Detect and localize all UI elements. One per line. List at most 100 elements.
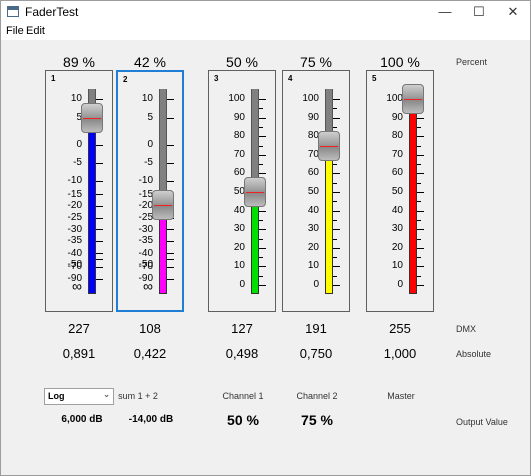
percent-row-label: Percent: [456, 57, 488, 67]
fader-5-percent: 100 %: [380, 54, 420, 70]
fader-tick: [417, 173, 424, 175]
fader-number: 4: [288, 74, 293, 83]
fader-scale-label: 30: [307, 223, 319, 235]
fader-scale-label: 90: [233, 111, 245, 123]
fader-1[interactable]: 1 10 5 0 -5 -10 -15 -20 -25 -30 -35 -40 -50 -70 -90 ∞: [45, 70, 113, 312]
fader-scale-label: -50: [138, 259, 153, 270]
fader-1-percent: 89 %: [63, 54, 95, 70]
fader-minor-tick: [333, 126, 337, 128]
fader-scale-label: -30: [138, 224, 153, 235]
fader-minor-tick: [417, 275, 421, 277]
fader-scale-label: 20: [233, 241, 245, 253]
fader-tick: [333, 173, 340, 175]
fader-knob[interactable]: [152, 190, 174, 220]
fader-4-percent: 75 %: [300, 54, 332, 70]
fader-knob[interactable]: [318, 130, 340, 161]
fader-knob[interactable]: [81, 103, 103, 133]
fader-tick: [333, 192, 340, 193]
fader-scale-label: 10: [70, 93, 82, 104]
fader-number: 1: [51, 74, 56, 83]
fader-minor-tick: [333, 108, 337, 110]
fader-tick: [333, 117, 340, 119]
fader-minor-tick: [259, 126, 263, 128]
fader-2[interactable]: 2 10 5 0 -5 -10 -15 -20 -25 -30 -35 -40 -50 -70 -90 ∞: [116, 70, 184, 312]
fader-scale-label: -90: [67, 273, 82, 284]
fader-tick: [259, 99, 266, 100]
fader-minor-tick: [259, 108, 263, 110]
fader-scale-label: 70: [391, 148, 403, 160]
fader-tick: [96, 253, 103, 254]
fader-scale-label: 0: [239, 279, 245, 290]
fader-tick: [167, 229, 174, 230]
fader-3-absolute: 0,498: [225, 346, 259, 361]
output-value-1: 6,000 dB: [61, 414, 103, 425]
fader-minor-tick: [417, 182, 421, 184]
fader-3[interactable]: 3 100 90 80 70 60 50 40 30 20 10 0: [208, 70, 276, 312]
fader-scale-label: -15: [67, 189, 82, 200]
menu-bar: File Edit: [1, 23, 530, 40]
fader-1-dmx: 227: [68, 321, 90, 336]
fader-knob[interactable]: [244, 177, 266, 208]
fader-tick: [259, 117, 266, 119]
fader-scale-label: 40: [307, 204, 319, 216]
absolute-row-label: Absolute: [456, 349, 492, 359]
fader-level-fill: [325, 159, 333, 294]
fader-tick: [96, 99, 103, 100]
fader-tick: [96, 229, 103, 230]
fader-minor-tick: [333, 201, 337, 203]
fader-scale-label: 10: [307, 260, 319, 272]
fader-scale-label: 0: [397, 279, 403, 290]
fader-level-fill: [88, 132, 96, 294]
fader-scale-label: 100: [386, 93, 403, 104]
fader-5[interactable]: 5 100 90 80 70 60 50 40 30 20 10 0: [366, 70, 434, 312]
fader-tick: [259, 266, 266, 268]
fader-knob[interactable]: [402, 84, 424, 114]
fader-minor-tick: [417, 219, 421, 221]
output-value-2: -14,00 dB: [128, 414, 174, 425]
fader-tick: [167, 163, 174, 164]
minimize-button[interactable]: —: [438, 4, 452, 19]
fader-5-dmx: 255: [389, 321, 411, 336]
fader-scale-label: -10: [67, 175, 82, 186]
menu-edit[interactable]: Edit: [26, 25, 45, 37]
fader-tick: [259, 136, 266, 138]
channel1-label: Channel 1: [222, 391, 264, 401]
scale-select[interactable]: Log ⌄: [44, 388, 114, 405]
fader-scale-label: -90: [138, 273, 153, 284]
fader-tick: [96, 145, 103, 146]
fader-minor-tick: [333, 275, 337, 277]
output-value-3: 50 %: [227, 412, 259, 428]
fader-minor-tick: [417, 126, 421, 128]
fader-4-absolute: 0,750: [299, 346, 333, 361]
fader-scale-label: -40: [67, 248, 82, 259]
fader-tick: [167, 279, 174, 280]
fader-tick: [167, 181, 174, 182]
fader-minor-tick: [417, 201, 421, 203]
fader-minor-tick: [259, 238, 263, 240]
fader-scale-label: 30: [233, 223, 245, 235]
fader-level-fill: [251, 206, 259, 294]
fader-scale-label: 70: [307, 148, 319, 160]
menu-file[interactable]: File: [6, 25, 24, 37]
fader-tick: [259, 210, 266, 212]
fader-scale-label: -50: [67, 259, 82, 270]
fader-4[interactable]: 4 100 90 80 70 60 50 40 30 20 10 0: [282, 70, 350, 312]
fader-minor-tick: [417, 145, 421, 147]
window-title: FaderTest: [25, 5, 79, 19]
fader-minor-tick: [333, 164, 337, 166]
fader-scale-label: 60: [307, 167, 319, 179]
fader-scale-label: 5: [76, 112, 82, 123]
channel2-label: Channel 2: [296, 391, 338, 401]
close-button[interactable]: ✕: [507, 4, 519, 19]
fader-scale-label: -5: [73, 157, 82, 168]
maximize-button[interactable]: ☐: [473, 4, 485, 19]
fader-tick: [417, 266, 424, 268]
fader-scale-label: 80: [307, 130, 319, 142]
fader-level-fill: [409, 113, 417, 294]
fader-tick: [417, 117, 424, 119]
fader-scale-label: 40: [391, 204, 403, 216]
fader-scale-label: 0: [313, 279, 319, 290]
fader-tick: [96, 218, 103, 219]
fader-scale-label: -70: [138, 261, 153, 272]
